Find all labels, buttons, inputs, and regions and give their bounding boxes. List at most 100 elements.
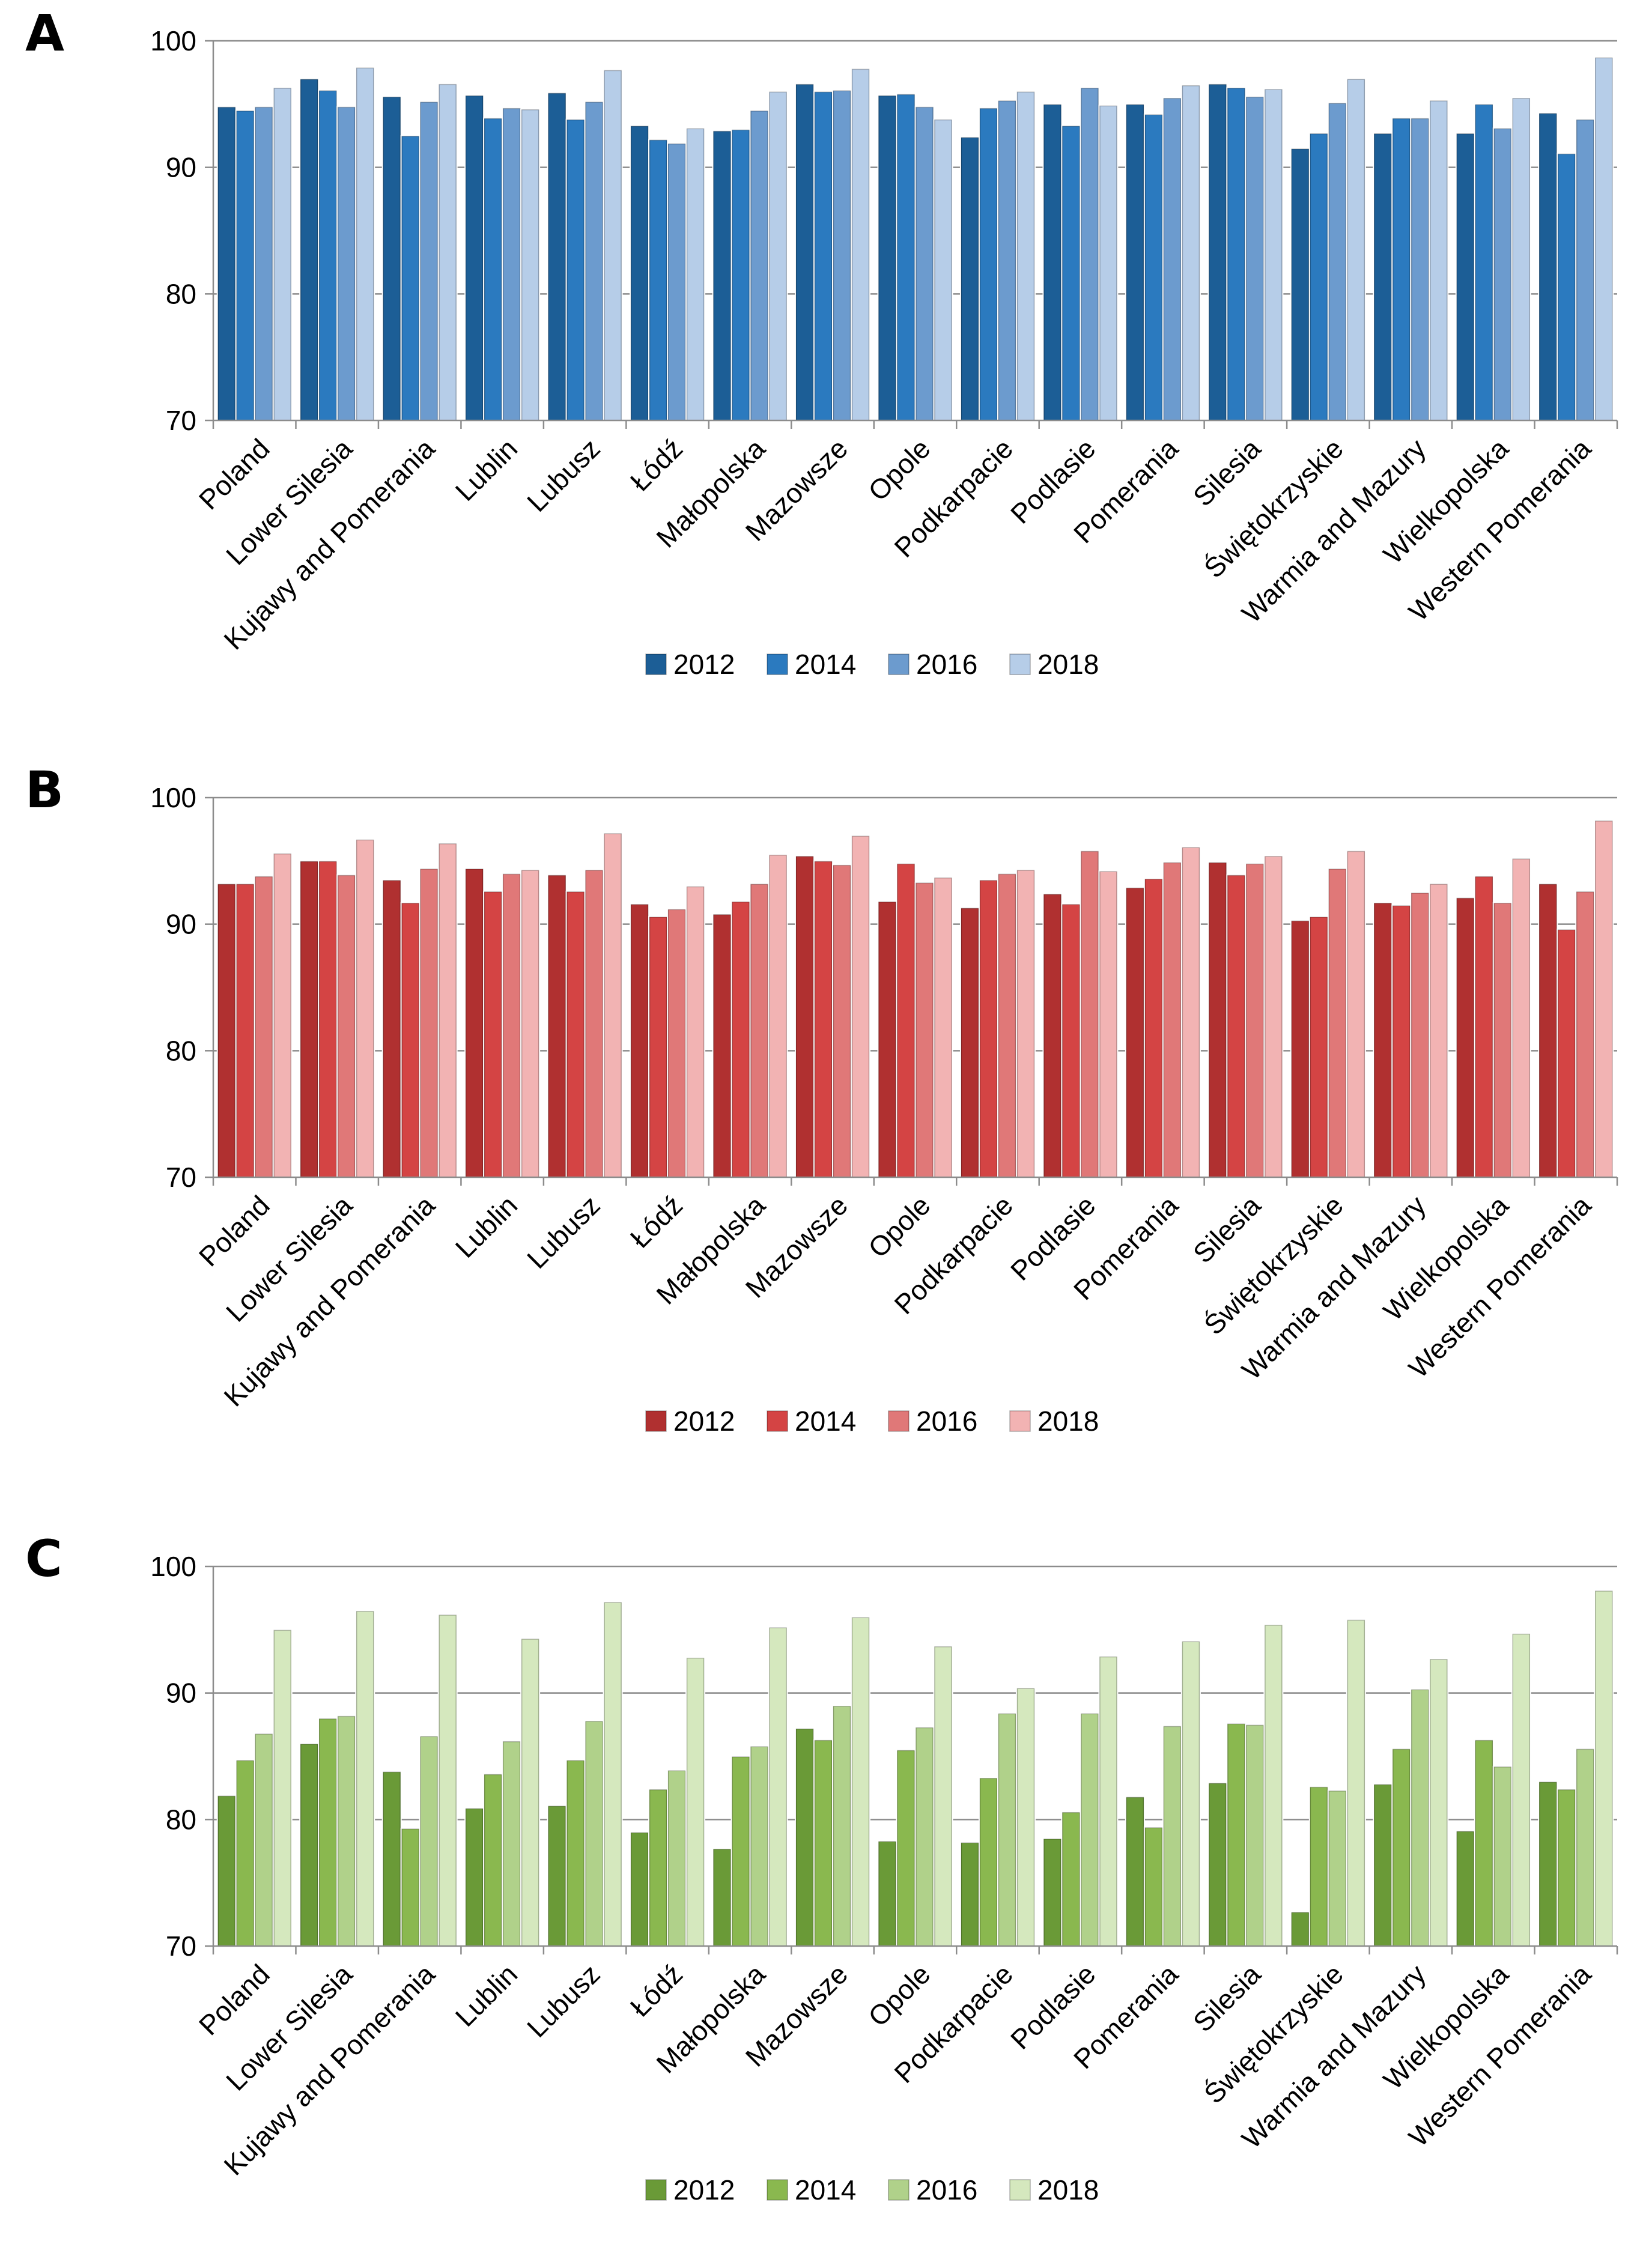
bar-pomerania-2014: [1143, 1826, 1164, 1947]
bar-mazowsze-2012: [795, 1727, 815, 1947]
bar-western-pomerania-2014: [1556, 929, 1577, 1178]
bar-malopolska-2012: [712, 913, 732, 1178]
bar-warmia-and-mazury-2018: [1429, 1658, 1449, 1947]
legend-label-2018: 2018: [1037, 649, 1099, 680]
panel-letter: B: [25, 760, 64, 819]
bar-wielkopolska-2018: [1511, 858, 1531, 1178]
bar-lower-silesia-2018: [355, 67, 375, 422]
bar-lubusz-2012: [547, 92, 567, 421]
bar-swietokrzyskie-2014: [1308, 1786, 1329, 1947]
bar-wielkopolska-2014: [1474, 875, 1494, 1178]
bar-mazowsze-2018: [851, 835, 871, 1178]
category-label: Lublin: [449, 1958, 524, 2033]
bar-lublin-2016: [502, 1740, 522, 1947]
legend-swatch-2018: [1009, 1410, 1031, 1432]
bar-podlasie-2014: [1061, 1811, 1081, 1947]
bar-kujawy-and-pomerania-2016: [419, 101, 439, 421]
bar-kujawy-and-pomerania-2016: [419, 1735, 439, 1947]
bar-lodz-2016: [667, 1769, 687, 1947]
bar-wielkopolska-2014: [1474, 103, 1494, 422]
panel-letter: C: [25, 1529, 62, 1588]
bar-lublin-2018: [520, 869, 541, 1178]
bar-lower-silesia-2016: [336, 874, 357, 1178]
bar-warmia-and-mazury-2016: [1410, 117, 1430, 422]
bar-swietokrzyskie-2012: [1290, 148, 1310, 421]
bar-pomerania-2016: [1162, 861, 1182, 1178]
category-label: Lubusz: [521, 1189, 606, 1275]
legend-swatch-2012: [645, 2179, 667, 2201]
bar-lublin-2014: [483, 117, 503, 422]
bar-opole-2014: [896, 93, 916, 422]
bar-mazowsze-2014: [813, 91, 834, 421]
y-tick-label: 100: [150, 25, 196, 56]
legend-swatch-2014: [767, 653, 788, 675]
bar-podlasie-2018: [1098, 1655, 1119, 1947]
bar-pomerania-2018: [1180, 84, 1201, 421]
bar-poland-2014: [235, 883, 255, 1178]
category-label: Opole: [862, 1189, 937, 1264]
bar-silesia-2018: [1263, 88, 1284, 421]
bar-pomerania-2012: [1125, 887, 1145, 1178]
bar-silesia-2016: [1245, 863, 1265, 1178]
bar-wielkopolska-2012: [1455, 132, 1475, 422]
bar-lublin-2018: [520, 108, 541, 421]
bar-lower-silesia-2014: [318, 89, 338, 422]
bar-lubusz-2018: [603, 832, 623, 1178]
legend-swatch-2018: [1009, 653, 1031, 675]
bar-poland-2018: [272, 1629, 293, 1947]
bar-warmia-and-mazury-2012: [1373, 1783, 1393, 1947]
bar-podlasie-2016: [1080, 86, 1100, 422]
bar-warmia-and-mazury-2014: [1391, 905, 1412, 1178]
y-tick-label: 100: [150, 1551, 196, 1582]
bar-poland-2012: [216, 1795, 237, 1947]
bar-kujawy-and-pomerania-2014: [400, 1828, 421, 1947]
legend-swatch-2014: [767, 2179, 788, 2201]
bar-kujawy-and-pomerania-2012: [381, 96, 402, 421]
bar-podlasie-2016: [1080, 850, 1100, 1178]
bar-lubusz-2018: [603, 69, 623, 422]
bar-silesia-2014: [1226, 86, 1247, 422]
bar-lublin-2014: [483, 890, 503, 1178]
bar-mazowsze-2012: [795, 83, 815, 422]
bar-opole-2016: [914, 882, 935, 1178]
panel-c: C 70 80 90 100 Poland Lower Silesia Kujawy and…: [0, 1526, 1643, 2261]
bar-podkarpacie-2016: [997, 100, 1017, 422]
bar-western-pomerania-2016: [1575, 890, 1596, 1178]
bar-warmia-and-mazury-2016: [1410, 1688, 1430, 1947]
bar-malopolska-2014: [730, 129, 751, 421]
bar-swietokrzyskie-2012: [1290, 1911, 1310, 1947]
bar-western-pomerania-2014: [1556, 1788, 1577, 1947]
bar-podlasie-2014: [1061, 125, 1081, 421]
category-label: Lublin: [449, 432, 524, 507]
bar-lodz-2014: [648, 1788, 669, 1947]
bar-poland-2018: [272, 86, 293, 422]
bar-lower-silesia-2012: [299, 1742, 320, 1947]
bar-mazowsze-2018: [851, 1616, 871, 1947]
bar-lublin-2012: [464, 867, 485, 1178]
bar-lodz-2016: [667, 142, 687, 421]
bar-mazowsze-2014: [813, 860, 834, 1178]
bar-pomerania-2012: [1125, 103, 1145, 422]
bar-podkarpacie-2012: [959, 907, 980, 1178]
bar-podlasie-2012: [1042, 103, 1063, 422]
bar-warmia-and-mazury-2012: [1373, 132, 1393, 422]
category-label: Świętokrzyskie: [1198, 432, 1349, 584]
bar-mazowsze-2014: [813, 1739, 834, 1947]
bar-lodz-2016: [667, 908, 687, 1178]
category-label: Silesia: [1187, 1189, 1267, 1269]
bar-lodz-2012: [630, 903, 650, 1178]
bar-lodz-2014: [648, 916, 669, 1178]
bar-wielkopolska-2016: [1492, 902, 1513, 1178]
bar-podkarpacie-2018: [1015, 1687, 1036, 1947]
bar-western-pomerania-2018: [1594, 1590, 1614, 1947]
bar-podkarpacie-2012: [959, 136, 980, 422]
bar-lower-silesia-2014: [318, 1717, 338, 1947]
legend-label-2012: 2012: [673, 2174, 735, 2206]
bar-swietokrzyskie-2018: [1346, 78, 1366, 421]
bar-lower-silesia-2014: [318, 860, 338, 1178]
bar-poland-2012: [216, 883, 237, 1178]
bar-poland-2016: [254, 106, 274, 421]
bar-lodz-2018: [685, 885, 706, 1178]
bar-wielkopolska-2016: [1492, 127, 1513, 422]
